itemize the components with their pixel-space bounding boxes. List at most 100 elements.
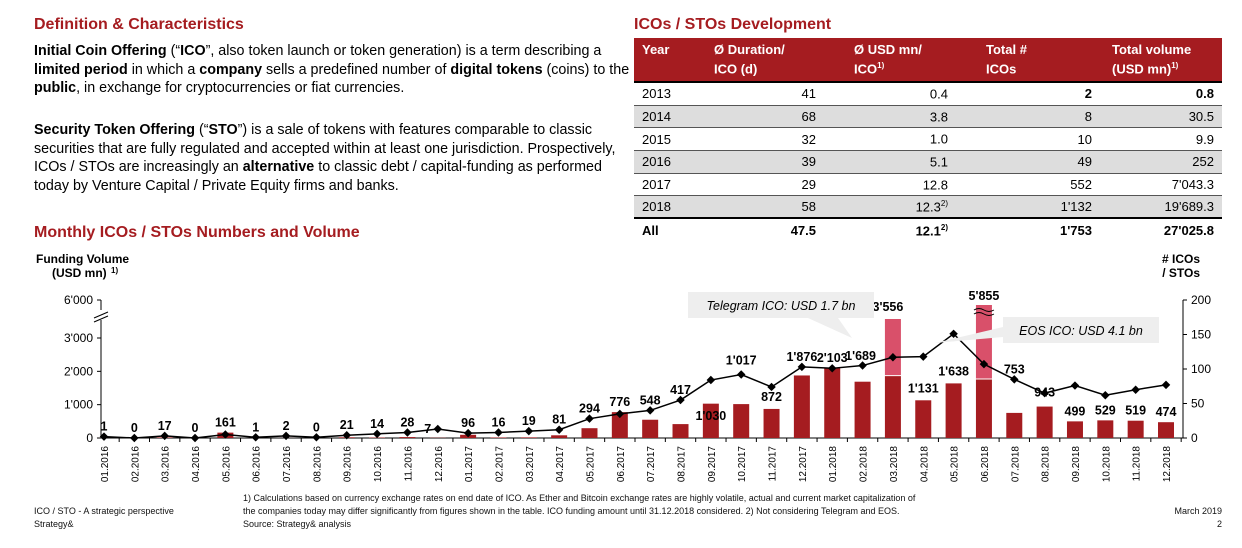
volume-data-label: 1'030 xyxy=(695,409,726,423)
total-volume-cell: 7'043.3 xyxy=(1104,173,1222,197)
volume-bar xyxy=(551,435,568,438)
ico-count-marker xyxy=(919,352,928,361)
volume-data-label: 2'103 xyxy=(817,351,848,365)
annotation-text: EOS ICO: USD 4.1 bn xyxy=(1019,324,1143,338)
right-tick-label: 150 xyxy=(1191,328,1211,342)
volume-data-label: 519 xyxy=(1125,404,1146,418)
volume-bar xyxy=(1006,412,1023,438)
volume-bar xyxy=(975,379,992,438)
x-tick-label: 05.2017 xyxy=(585,446,596,483)
usd-per-ico-cell: 3.8 xyxy=(846,105,978,129)
usd-per-ico-cell: 0.4 xyxy=(846,82,978,106)
x-tick-label: 06.2017 xyxy=(616,446,627,483)
usd-per-ico-value: 3.8 xyxy=(929,109,948,125)
volume-bar xyxy=(763,408,780,438)
footnote-marker: 2) xyxy=(940,222,948,232)
volume-data-label: 7 xyxy=(424,422,431,436)
text-segment: (“ xyxy=(195,122,209,138)
ico-count-marker xyxy=(342,430,351,440)
text-segment: (“ xyxy=(166,43,181,59)
header-line-2: (USD mn) xyxy=(1112,61,1172,77)
x-tick-label: 07.2018 xyxy=(1010,446,1021,483)
left-tick-label: 2'000 xyxy=(64,364,93,378)
annotation-box xyxy=(1003,317,1159,343)
bold-term: alternative xyxy=(242,159,315,175)
total-volume-cell: 252 xyxy=(1104,150,1222,174)
total-volume-cell: 30.5 xyxy=(1104,105,1222,129)
volume-data-label: 1'131 xyxy=(908,381,939,395)
volume-bar xyxy=(884,376,901,438)
volume-bar xyxy=(611,412,628,438)
x-tick-label: 11.2017 xyxy=(768,446,779,482)
duration-cell: 32 xyxy=(706,127,846,151)
x-tick-label: 03.2017 xyxy=(525,446,536,483)
volume-data-label: 161 xyxy=(215,416,236,430)
x-tick-label: 05.2018 xyxy=(950,446,961,483)
left-tick-label: 6'000 xyxy=(64,293,93,307)
x-tick-label: 09.2017 xyxy=(707,446,718,483)
total-icos-cell: 2 xyxy=(978,82,1104,106)
x-tick-label: 03.2016 xyxy=(161,446,172,483)
ico-count-marker xyxy=(190,433,200,443)
table-row: 2016 39 5.1 49 252 xyxy=(634,150,1222,174)
volume-data-label: 2 xyxy=(283,419,290,433)
x-tick-label: 01.2016 xyxy=(100,446,111,483)
x-tick-label: 06.2018 xyxy=(980,446,991,483)
table-row: All 47.5 12.12) 1'753 27'025.8 xyxy=(634,217,1222,242)
volume-bar xyxy=(824,367,841,438)
bold-term: Initial Coin Offering xyxy=(34,43,167,59)
x-tick-label: 10.2016 xyxy=(373,446,384,483)
footnote-marker: 2) xyxy=(940,199,948,209)
x-tick-label: 12.2016 xyxy=(434,446,445,483)
x-tick-label: 11.2018 xyxy=(1132,446,1143,482)
ico-count-marker xyxy=(99,432,109,441)
total-volume-cell: 9.9 xyxy=(1104,127,1222,151)
ico-count-marker xyxy=(251,433,260,442)
volume-data-label: 417 xyxy=(670,383,691,397)
ico-count-marker xyxy=(797,362,807,372)
volume-bar xyxy=(793,375,810,438)
column-header: Total # ICOs xyxy=(978,38,1104,84)
year-cell: 2014 xyxy=(634,105,706,129)
bold-term: Security Token Offering xyxy=(34,122,196,138)
bold-term: STO xyxy=(208,122,238,138)
x-tick-label: 04.2018 xyxy=(919,446,930,483)
text-segment: ”) is a sale of tokens with features com… xyxy=(34,122,616,175)
ico-count-marker xyxy=(858,361,867,370)
ico-count-marker xyxy=(585,414,594,423)
volume-data-label: 17 xyxy=(158,419,172,433)
total-volume-cell: 0.8 xyxy=(1104,82,1222,106)
ico-count-marker xyxy=(827,364,837,373)
ico-count-marker xyxy=(221,430,230,439)
volume-data-label: 548 xyxy=(640,393,661,407)
ico-count-marker xyxy=(524,426,534,436)
ico-count-marker xyxy=(463,428,473,438)
table-row: 2018 58 12.32) 1'132 19'689.3 xyxy=(634,195,1222,219)
total-volume-cell: 27'025.8 xyxy=(1104,217,1222,242)
duration-cell: 29 xyxy=(706,173,846,197)
footnote-line-2: the companies today may differ significa… xyxy=(243,506,900,516)
right-tick-label: 100 xyxy=(1191,362,1211,376)
year-cell: 2017 xyxy=(634,173,706,197)
annotation-text: Telegram ICO: USD 1.7 bn xyxy=(707,299,856,313)
table-row: 2017 29 12.8 552 7'043.3 xyxy=(634,173,1222,197)
ico-count-marker xyxy=(554,425,564,434)
ico-count-marker xyxy=(1040,388,1049,398)
ico-count-marker xyxy=(1101,390,1110,400)
footnote-marker: 1) xyxy=(111,266,118,275)
text-segment: , in exchange for cryptocurrencies or fi… xyxy=(76,80,405,96)
usd-per-ico-value: 12.3 xyxy=(915,199,941,215)
x-tick-label: 08.2017 xyxy=(677,446,688,483)
x-tick-label: 02.2018 xyxy=(859,446,870,483)
header-line-2: ICO (d) xyxy=(714,61,758,77)
volume-bar xyxy=(1127,420,1144,438)
x-tick-label: 09.2018 xyxy=(1071,446,1082,483)
x-tick-label: 02.2017 xyxy=(494,446,505,483)
volume-bar xyxy=(399,437,416,438)
header-line-1: Ø USD mn/ xyxy=(854,42,922,57)
ico-count-marker xyxy=(676,395,685,405)
x-tick-label: 09.2016 xyxy=(343,446,354,483)
column-header: Year xyxy=(634,38,706,84)
x-tick-label: 08.2016 xyxy=(312,446,323,483)
